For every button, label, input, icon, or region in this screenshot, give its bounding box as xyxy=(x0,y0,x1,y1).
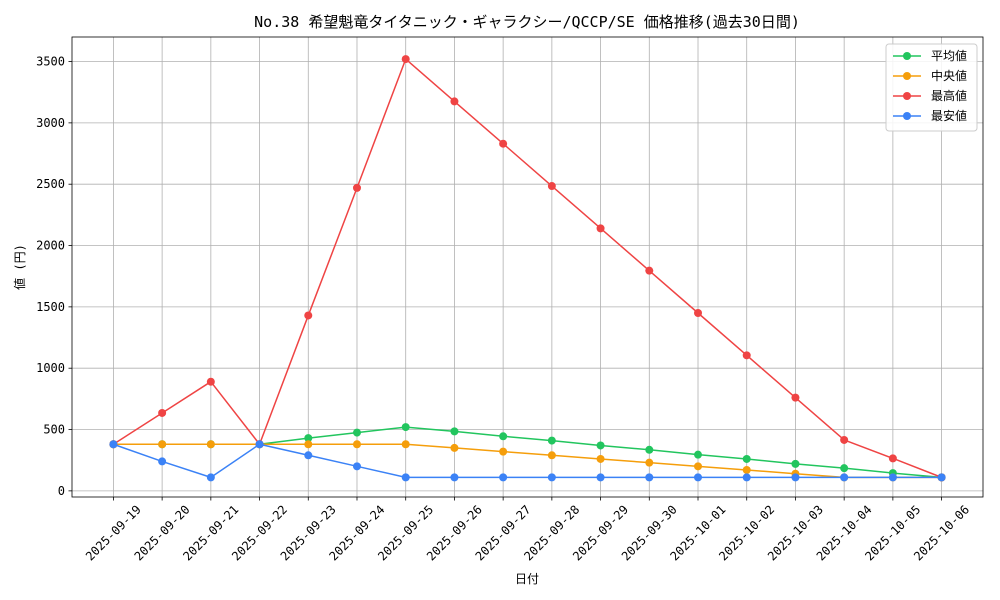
series-1-point-14 xyxy=(742,454,751,463)
series-4-point-2 xyxy=(158,457,167,466)
y-tick-label-3: 1000 xyxy=(36,361,65,375)
series-4-point-15 xyxy=(791,473,800,482)
series-2-point-10 xyxy=(547,451,556,460)
series-1-point-8 xyxy=(450,427,459,436)
series-4-point-8 xyxy=(450,473,459,482)
y-tick-label-8: 3500 xyxy=(36,55,65,69)
y-axis: 0 500 1000 1500 2000 2500 3000 3500 xyxy=(36,55,72,498)
series-1-point-9 xyxy=(499,432,508,441)
series-2-point-11 xyxy=(596,454,605,463)
legend-label-1: 平均値 xyxy=(931,48,967,63)
series-1-point-16 xyxy=(840,464,849,473)
legend-item-3: 最高値 xyxy=(893,88,967,103)
series-4-point-12 xyxy=(645,473,654,482)
series-1-point-11 xyxy=(596,441,605,450)
legend-label-4: 最安値 xyxy=(931,108,967,123)
series-1-point-13 xyxy=(694,450,703,459)
y-tick-label-6: 2500 xyxy=(36,177,65,191)
series-4-point-16 xyxy=(840,473,849,482)
series-3-line xyxy=(112,58,943,479)
series-3-point-15 xyxy=(791,393,800,402)
series-4-point-10 xyxy=(547,473,556,482)
series-1-point-15 xyxy=(791,459,800,468)
series-4-point-18 xyxy=(937,473,946,482)
series-1-point-6 xyxy=(352,428,361,437)
series-4-point-6 xyxy=(352,462,361,471)
series-4-point-14 xyxy=(742,473,751,482)
series-3-point-3 xyxy=(206,377,215,386)
legend-item-4: 最安値 xyxy=(893,108,967,123)
series-4-point-11 xyxy=(596,473,605,482)
legend-item-1: 平均値 xyxy=(893,48,967,63)
series-3-point-5 xyxy=(304,311,313,320)
series-2-point-9 xyxy=(499,447,508,456)
legend-label-3: 最高値 xyxy=(931,88,967,103)
series-1-point-12 xyxy=(645,445,654,454)
series-3-point-7 xyxy=(401,55,410,64)
legend-marker xyxy=(903,112,911,120)
series-layer xyxy=(109,55,946,482)
x-axis-label: 日付 xyxy=(515,572,539,586)
series-2-point-8 xyxy=(450,443,459,452)
series-3-point-10 xyxy=(547,182,556,191)
series-3-point-8 xyxy=(450,97,459,106)
legend-marker xyxy=(903,72,911,80)
y-tick-label-5: 2000 xyxy=(36,239,65,253)
grid xyxy=(72,37,983,497)
y-tick-label-1: 0 xyxy=(58,484,65,498)
series-2-point-7 xyxy=(401,440,410,449)
series-3-point-16 xyxy=(840,435,849,444)
series-3-point-2 xyxy=(158,408,167,417)
series-2-point-6 xyxy=(352,440,361,449)
series-4-point-5 xyxy=(304,451,313,460)
series-3-point-13 xyxy=(694,309,703,317)
series-1-point-5 xyxy=(304,434,313,443)
series-2-point-12 xyxy=(645,458,654,467)
y-tick-label-2: 500 xyxy=(43,423,65,437)
legend-marker xyxy=(903,52,911,60)
series-4-point-13 xyxy=(694,473,703,482)
series-4-point-17 xyxy=(888,473,897,482)
series-4-point-9 xyxy=(499,473,508,482)
series-2-point-14 xyxy=(742,466,751,475)
series-1-point-7 xyxy=(401,423,410,432)
y-tick-label-7: 3000 xyxy=(36,116,65,130)
plot-frame xyxy=(71,36,984,498)
series-4-point-3 xyxy=(206,473,215,482)
series-2-line xyxy=(112,443,943,479)
chart-title: No.38 希望魁竜タイタニック・ギャラクシー/QCCP/SE 価格推移(過去3… xyxy=(254,13,800,31)
series-3-point-6 xyxy=(352,183,361,192)
y-tick-label-4: 1500 xyxy=(36,300,65,314)
series-3-point-11 xyxy=(596,224,605,233)
series-2-point-13 xyxy=(694,462,703,471)
series-4-point-7 xyxy=(401,473,410,482)
series-2-point-5 xyxy=(304,440,313,449)
series-4-line xyxy=(112,443,943,479)
series-4-point-4 xyxy=(255,440,264,449)
series-2-point-3 xyxy=(206,440,215,449)
y-axis-label: 値 (円) xyxy=(12,244,27,290)
series-4-point-1 xyxy=(109,440,118,449)
series-4 xyxy=(109,440,946,482)
series-3-point-12 xyxy=(645,266,654,275)
legend-label-2: 中央値 xyxy=(931,68,967,83)
series-3-point-14 xyxy=(742,351,751,360)
legend-item-2: 中央値 xyxy=(893,68,967,83)
series-3-point-17 xyxy=(888,454,897,463)
series-2-point-2 xyxy=(158,440,167,449)
legend-box xyxy=(885,43,978,132)
series-1-point-10 xyxy=(547,436,556,445)
series-3-point-9 xyxy=(499,139,508,148)
legend-marker xyxy=(903,92,911,100)
